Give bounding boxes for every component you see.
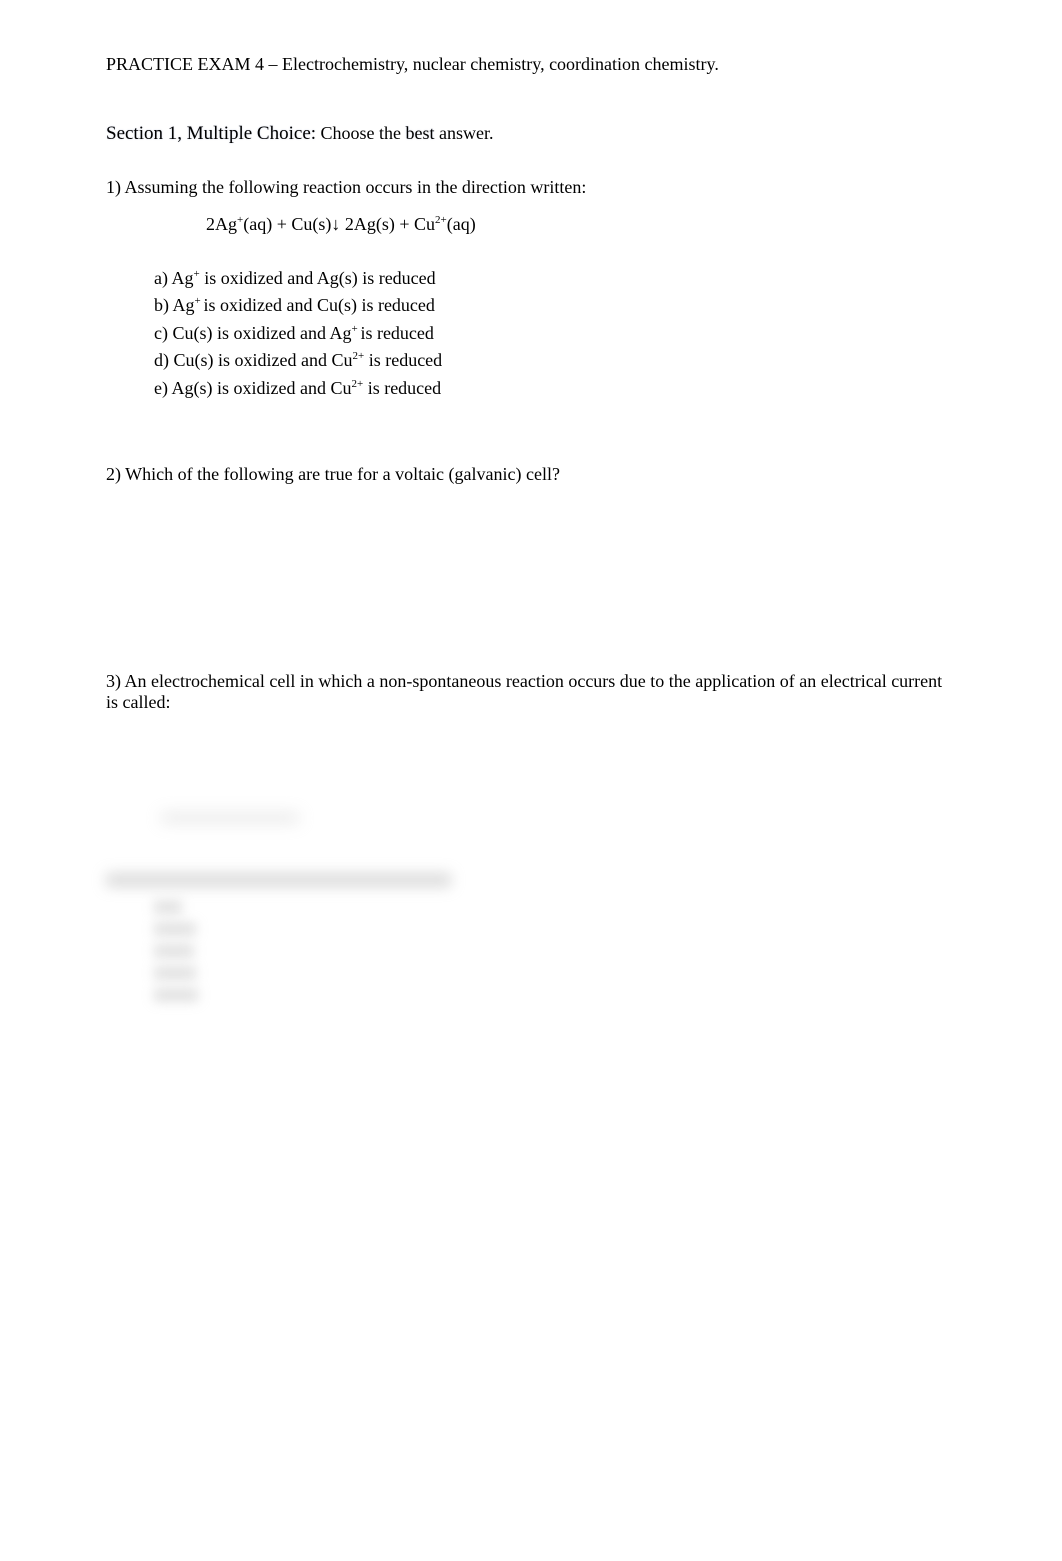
choice-text: a) Ag	[154, 268, 194, 288]
blurred-line	[161, 813, 299, 823]
blurred-choice	[154, 967, 196, 979]
question-3-prompt: 3) An electrochemical cell in which a no…	[106, 671, 956, 713]
choice-superscript: 2+	[352, 350, 364, 362]
choice-text: e) Ag(s) is oxidized and Cu	[154, 378, 351, 398]
blurred-choice	[154, 989, 198, 1001]
blurred-choice	[154, 923, 196, 935]
blurred-choice	[154, 901, 182, 913]
question-1-prompt: 1) Assuming the following reaction occur…	[106, 177, 956, 198]
eq-part: (aq)	[447, 214, 476, 234]
question-1-equation: 2Ag+(aq) + Cu(s)↓ 2Ag(s) + Cu2+(aq)	[106, 214, 956, 235]
choice-b: b) Ag+ is oxidized and Cu(s) is reduced	[154, 294, 956, 317]
choice-text: is oxidized and Ag(s) is reduced	[200, 268, 436, 288]
section-label: Section 1, Multiple Choice:	[106, 123, 316, 144]
choice-text: b) Ag	[154, 295, 195, 315]
choice-text: c) Cu(s) is oxidized and Ag	[154, 323, 351, 343]
section-instruction-pre: Choose the	[316, 123, 406, 143]
eq-part: (aq) + Cu(s)↓ 2Ag(s) + Cu	[243, 214, 435, 234]
section-instruction-post: answer.	[435, 123, 494, 143]
choice-d: d) Cu(s) is oxidized and Cu2+ is reduced	[154, 349, 956, 372]
blurred-content	[106, 813, 956, 1001]
blurred-choice	[154, 945, 194, 957]
choice-text: is oxidized and Cu(s) is reduced	[203, 295, 434, 315]
choice-text: d) Cu(s) is oxidized and Cu	[154, 350, 352, 370]
choice-text: is reduced	[363, 378, 441, 398]
question-1-choices: a) Ag+ is oxidized and Ag(s) is reduced …	[106, 267, 956, 400]
question-2-prompt: 2) Which of the following are true for a…	[106, 464, 956, 485]
choice-superscript: +	[351, 323, 360, 335]
choice-text: is reduced	[360, 323, 433, 343]
document-title: PRACTICE EXAM 4 – Electrochemistry, nucl…	[106, 54, 956, 75]
choice-a: a) Ag+ is oxidized and Ag(s) is reduced	[154, 267, 956, 290]
choice-e: e) Ag(s) is oxidized and Cu2+ is reduced	[154, 377, 956, 400]
question-3: 3) An electrochemical cell in which a no…	[106, 671, 956, 713]
question-2: 2) Which of the following are true for a…	[106, 464, 956, 485]
section-instruction-best: best	[406, 123, 435, 143]
blurred-question-4	[106, 873, 451, 887]
eq-superscript: 2+	[435, 214, 447, 226]
choice-superscript: 2+	[351, 378, 363, 390]
eq-part: 2Ag	[206, 214, 237, 234]
choice-superscript: +	[195, 295, 204, 307]
choice-superscript: +	[194, 268, 200, 280]
choice-c: c) Cu(s) is oxidized and Ag+ is reduced	[154, 322, 956, 345]
choice-text: is reduced	[364, 350, 442, 370]
eq-superscript: +	[237, 214, 243, 226]
section-header: Section 1, Multiple Choice: Choose the b…	[106, 123, 956, 145]
question-1: 1) Assuming the following reaction occur…	[106, 177, 956, 400]
blurred-choices	[106, 901, 956, 1001]
